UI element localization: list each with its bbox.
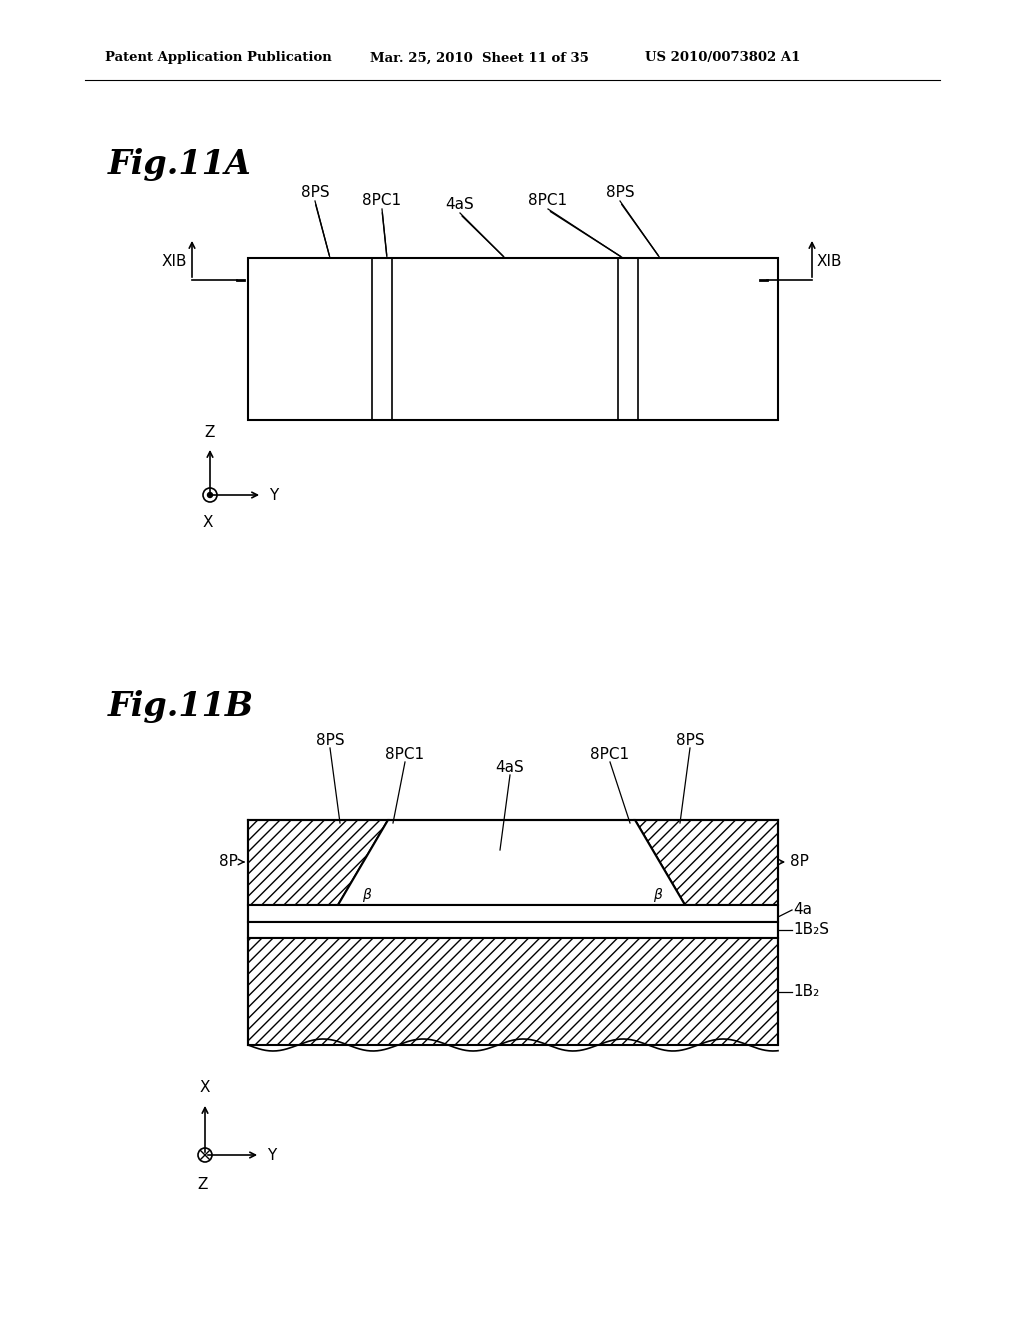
Text: Y: Y [269, 487, 279, 503]
Text: 1B₂: 1B₂ [793, 983, 819, 999]
Bar [248, 939, 778, 1045]
Text: 4a: 4a [793, 903, 812, 917]
Polygon shape [248, 820, 388, 906]
Text: X: X [200, 1080, 210, 1096]
Text: US 2010/0073802 A1: US 2010/0073802 A1 [645, 51, 801, 65]
Text: 8P: 8P [219, 854, 238, 870]
Text: 8PS: 8PS [301, 185, 330, 201]
Text: 8PC1: 8PC1 [528, 193, 567, 209]
Text: Patent Application Publication: Patent Application Publication [105, 51, 332, 65]
Text: Fig.11A: Fig.11A [108, 148, 252, 181]
Text: 1B₂S: 1B₂S [793, 923, 829, 937]
Text: Z: Z [205, 425, 215, 440]
Text: XIB: XIB [817, 255, 843, 269]
Text: β: β [652, 888, 662, 902]
Circle shape [208, 492, 213, 498]
Text: XIB: XIB [162, 255, 187, 269]
Bar [248, 921, 778, 939]
Text: 8PC1: 8PC1 [591, 747, 630, 762]
Text: 4aS: 4aS [445, 197, 474, 213]
Text: Y: Y [267, 1147, 276, 1163]
Text: Mar. 25, 2010  Sheet 11 of 35: Mar. 25, 2010 Sheet 11 of 35 [370, 51, 589, 65]
Polygon shape [338, 820, 685, 906]
Text: 8PC1: 8PC1 [362, 193, 401, 209]
Text: β: β [361, 888, 371, 902]
Bar [248, 257, 778, 420]
Text: 4aS: 4aS [496, 760, 524, 775]
Text: 8P: 8P [790, 854, 809, 870]
Text: 8PS: 8PS [676, 733, 705, 748]
Bar [248, 906, 778, 921]
Text: Fig.11B: Fig.11B [108, 690, 254, 723]
Text: 8PS: 8PS [315, 733, 344, 748]
Text: X: X [203, 515, 213, 531]
Text: Z: Z [198, 1177, 208, 1192]
Polygon shape [635, 820, 778, 906]
Text: 8PS: 8PS [605, 185, 634, 201]
Text: 8PC1: 8PC1 [385, 747, 425, 762]
